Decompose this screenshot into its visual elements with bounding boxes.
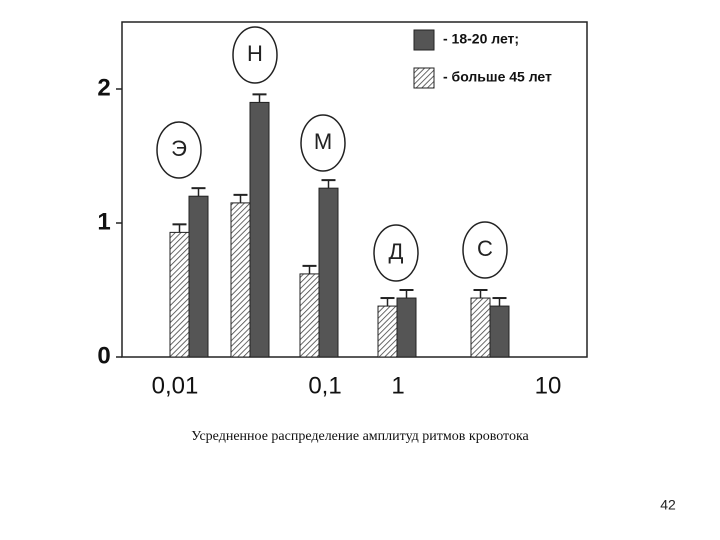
- x-axis-label: 1: [391, 372, 404, 399]
- group-bubble: [156, 121, 202, 179]
- legend-label: - больше 45 лет: [443, 69, 552, 85]
- x-axis-label: 10: [535, 372, 562, 399]
- y-tick-label: 0: [97, 342, 110, 369]
- group-label: С: [477, 236, 493, 261]
- x-axis-label: 0,01: [152, 372, 199, 399]
- group-bubble: [232, 26, 278, 84]
- bar: [377, 305, 398, 358]
- y-tick-label: 1: [97, 208, 110, 235]
- bar: [318, 187, 339, 358]
- y-tick-label: 2: [97, 74, 110, 101]
- page-number: 42: [660, 497, 676, 513]
- bar: [299, 273, 320, 358]
- group-label: Н: [247, 41, 263, 66]
- bar: [188, 195, 209, 358]
- group-label: Э: [171, 136, 187, 161]
- bar: [169, 231, 190, 358]
- group-label: М: [314, 129, 332, 154]
- group-bubble: [300, 114, 346, 172]
- bar: [249, 101, 270, 358]
- bar: [230, 202, 251, 358]
- legend-swatch: [413, 67, 435, 89]
- bar: [396, 297, 417, 358]
- caption: Усредненное распределение амплитуд ритмо…: [191, 429, 529, 444]
- group-label: Д: [389, 239, 404, 264]
- bar: [470, 297, 491, 358]
- bar: [489, 305, 510, 358]
- legend-swatch: [413, 29, 435, 51]
- legend-label: - 18-20 лет;: [443, 31, 519, 47]
- group-bubble: [373, 224, 419, 282]
- plot-frame: [121, 21, 588, 358]
- x-axis-label: 0,1: [308, 372, 341, 399]
- group-bubble: [462, 221, 508, 279]
